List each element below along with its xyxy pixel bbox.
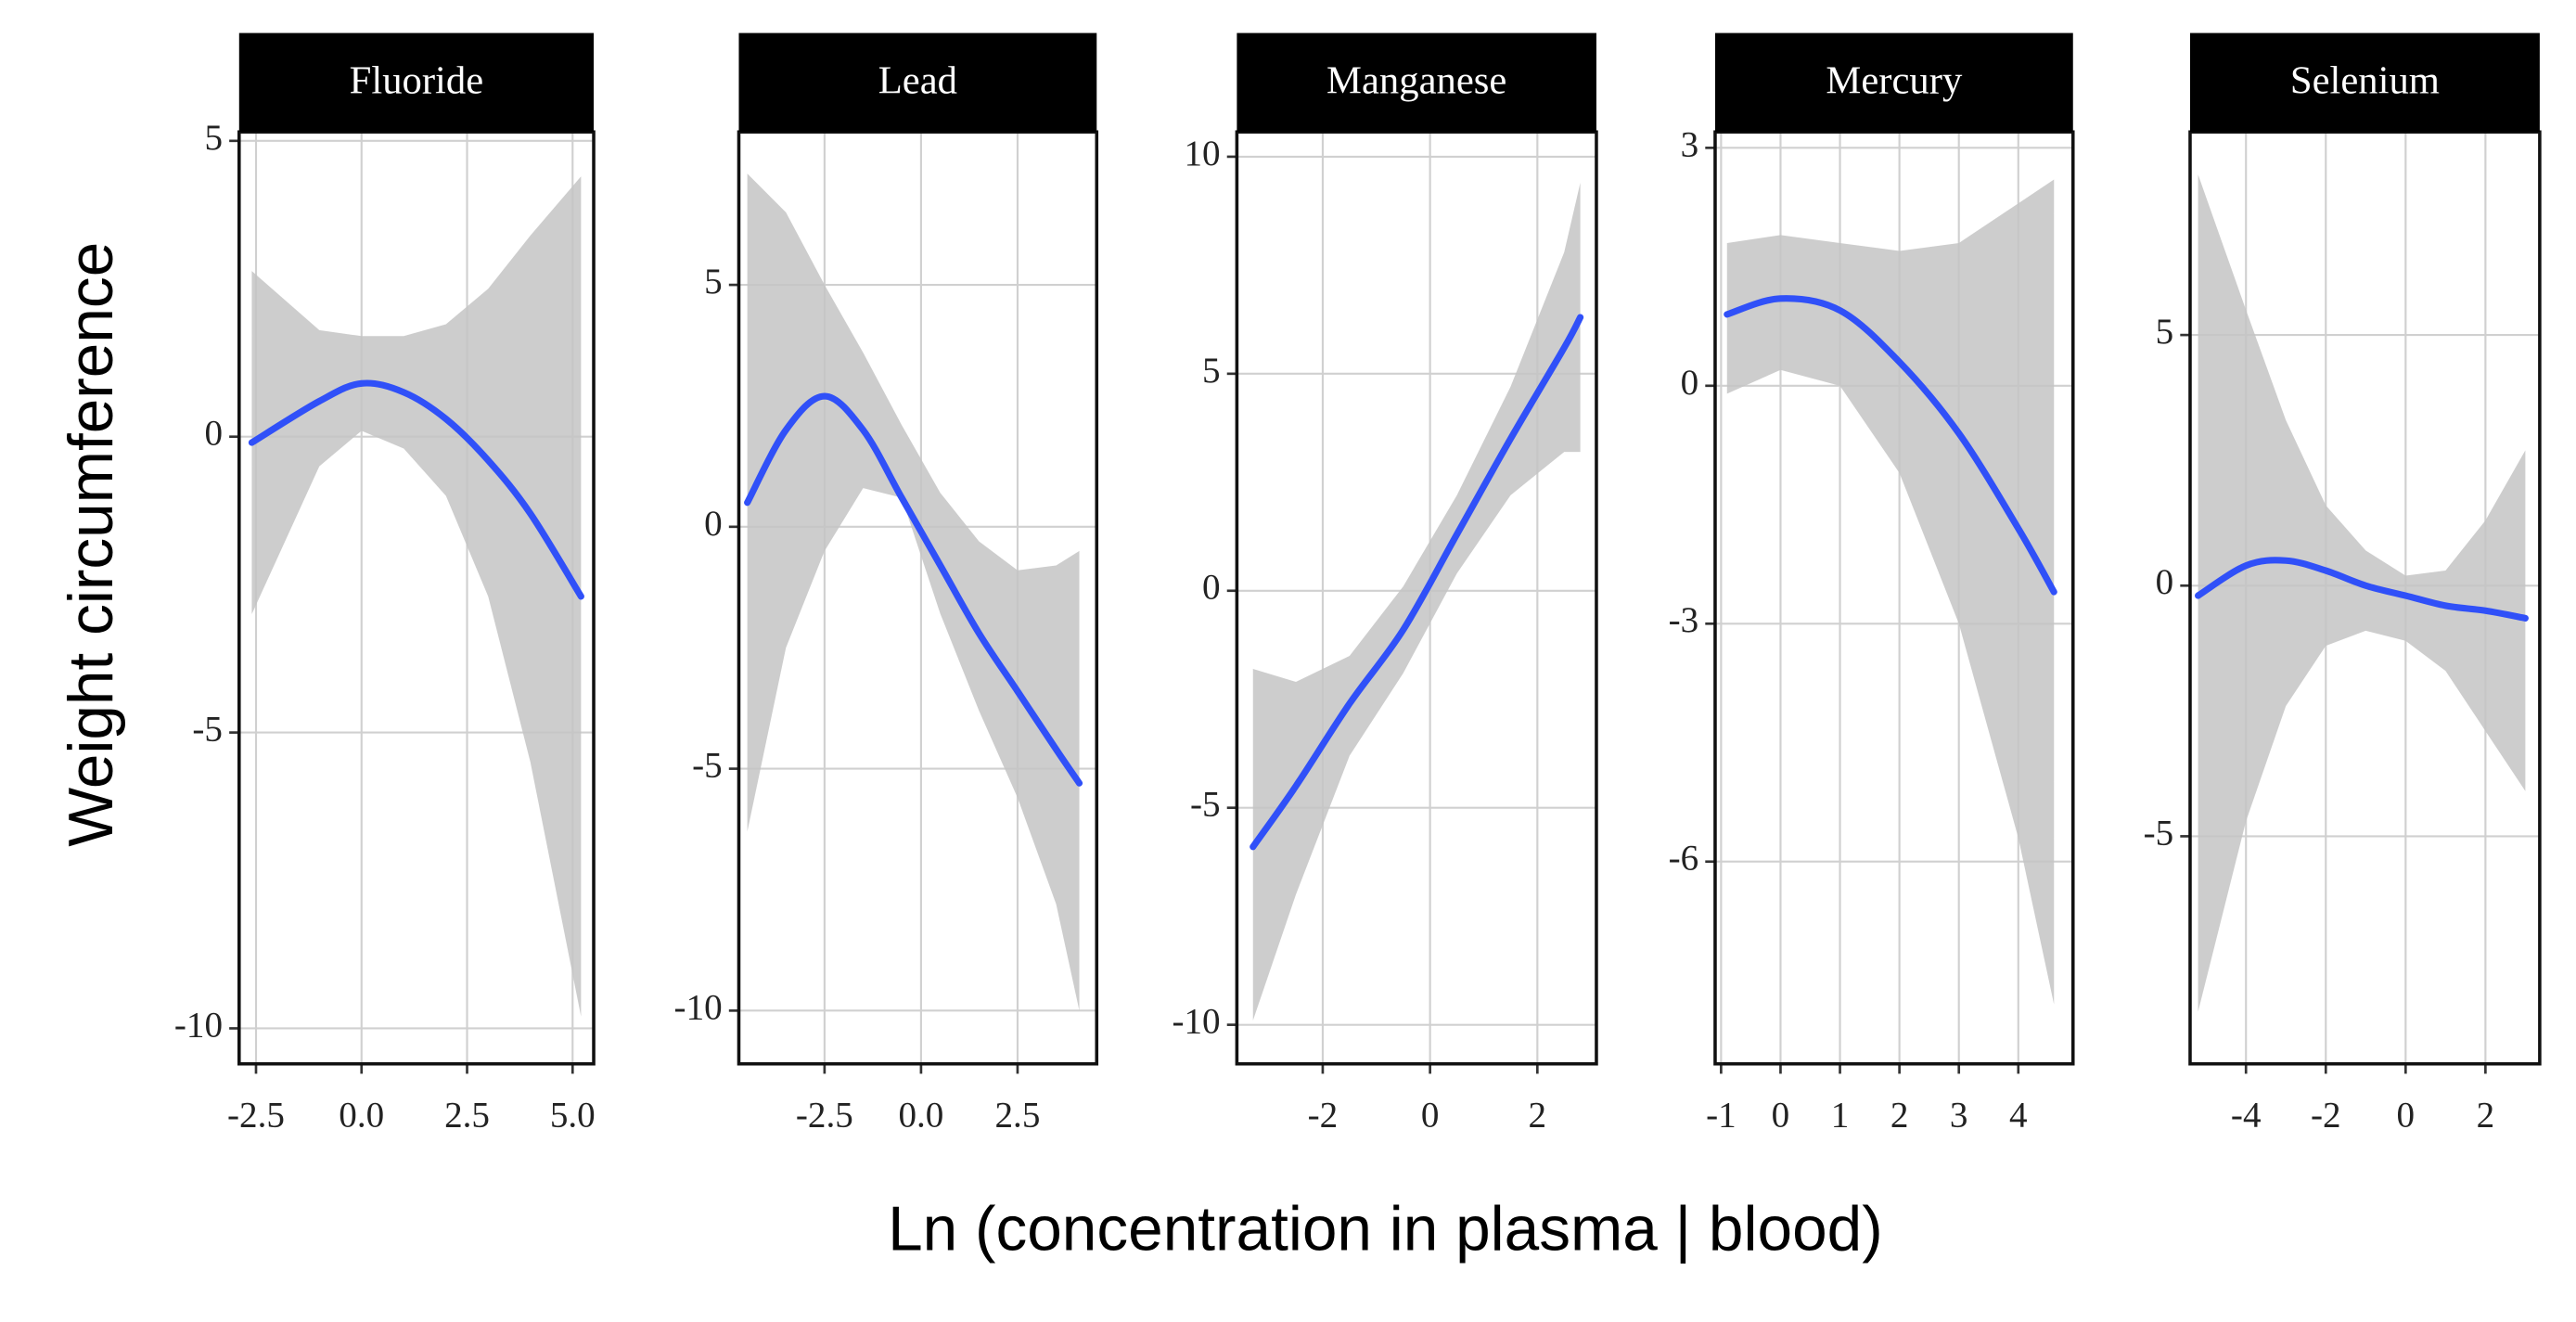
- y-tick-label: 5: [704, 262, 723, 302]
- x-tick-label: 0: [2397, 1095, 2416, 1135]
- x-tick-label: 2.5: [995, 1095, 1041, 1135]
- x-tick-label: 5.0: [550, 1095, 596, 1135]
- y-tick-label: -10: [1172, 1002, 1220, 1042]
- y-tick-label: -5: [2144, 813, 2174, 853]
- x-tick-label: -2: [2311, 1095, 2341, 1135]
- panel: -10 -5 0 5 -2.5 0.0 2.5 Lead: [674, 32, 1099, 1135]
- x-tick-label: 0.0: [898, 1095, 943, 1135]
- y-tick-label: -5: [192, 710, 223, 750]
- y-tick-label: 0: [1202, 568, 1221, 608]
- x-axis-title: Ln (concentration in plasma | blood): [888, 1195, 1883, 1264]
- confidence-band: [2198, 174, 2526, 1012]
- facet-strip: [238, 32, 595, 133]
- facet-title: Fluoride: [350, 58, 484, 102]
- y-tick-label: -5: [1190, 785, 1221, 825]
- x-tick-label: 0: [1421, 1095, 1440, 1135]
- fit-line: [744, 392, 1083, 787]
- x-tick-label: 2: [2477, 1095, 2495, 1135]
- fit-line: [1724, 295, 2057, 596]
- fit-line: [2195, 557, 2529, 622]
- x-tick-label: 1: [1831, 1095, 1850, 1135]
- panel: -10 -5 0 5 10 -2 0 2 Manganese: [1172, 32, 1598, 1135]
- x-tick-label: 4: [2009, 1095, 2028, 1135]
- facet-strip: [1714, 32, 2073, 133]
- y-tick-label: -10: [174, 1005, 223, 1045]
- panel: -5 0 5 -4 -2 0 2 Selenium: [2144, 32, 2542, 1135]
- x-tick-label: 0: [1772, 1095, 1790, 1135]
- y-tick-label: 5: [204, 118, 223, 158]
- y-tick-label: -6: [1669, 839, 1699, 879]
- facet-strip: [738, 32, 1097, 133]
- facet-title: Lead: [878, 58, 957, 102]
- y-tick-label: -10: [674, 987, 723, 1027]
- y-tick-label: -5: [692, 746, 723, 786]
- fit-line: [1250, 314, 1584, 851]
- facet-title: Manganese: [1326, 58, 1506, 102]
- x-tick-label: -2.5: [796, 1095, 853, 1135]
- y-tick-label: 5: [2156, 312, 2174, 352]
- x-tick-label: 2: [1529, 1095, 1547, 1135]
- facet-title: Mercury: [1826, 58, 1963, 102]
- x-tick-label: 0.0: [339, 1095, 384, 1135]
- y-tick-label: -3: [1669, 600, 1699, 640]
- facet-strip: [1237, 32, 1596, 133]
- x-tick-label: 2: [1890, 1095, 1909, 1135]
- x-tick-label: -2: [1308, 1095, 1339, 1135]
- y-tick-label: 0: [204, 414, 223, 454]
- y-tick-label: 3: [1681, 124, 1699, 164]
- y-tick-label: 0: [2156, 562, 2174, 602]
- x-tick-label: -2.5: [227, 1095, 285, 1135]
- y-tick-label: 0: [1681, 363, 1699, 403]
- facet-strip: [2189, 32, 2540, 133]
- y-tick-label: 5: [1202, 351, 1221, 391]
- panel: -6 -3 0 3 -1 0 1 2 3 4 Mercury: [1669, 32, 2075, 1135]
- confidence-band: [251, 176, 582, 1017]
- x-tick-label: 2.5: [444, 1095, 490, 1135]
- y-axis-title: Weight circumference: [57, 242, 126, 847]
- fit-line: [248, 379, 584, 600]
- y-tick-label: 10: [1184, 134, 1220, 173]
- panel: -10 -5 0 5 -2.5 0.0 2.5 5.0 Fluoride: [174, 32, 596, 1135]
- x-tick-label: -4: [2231, 1095, 2262, 1135]
- x-tick-label: -1: [1706, 1095, 1737, 1135]
- facet-title: Selenium: [2290, 58, 2440, 102]
- confidence-band: [1726, 179, 2055, 1005]
- y-tick-label: 0: [704, 504, 723, 544]
- confidence-band: [747, 173, 1080, 1011]
- x-tick-label: 3: [1950, 1095, 1968, 1135]
